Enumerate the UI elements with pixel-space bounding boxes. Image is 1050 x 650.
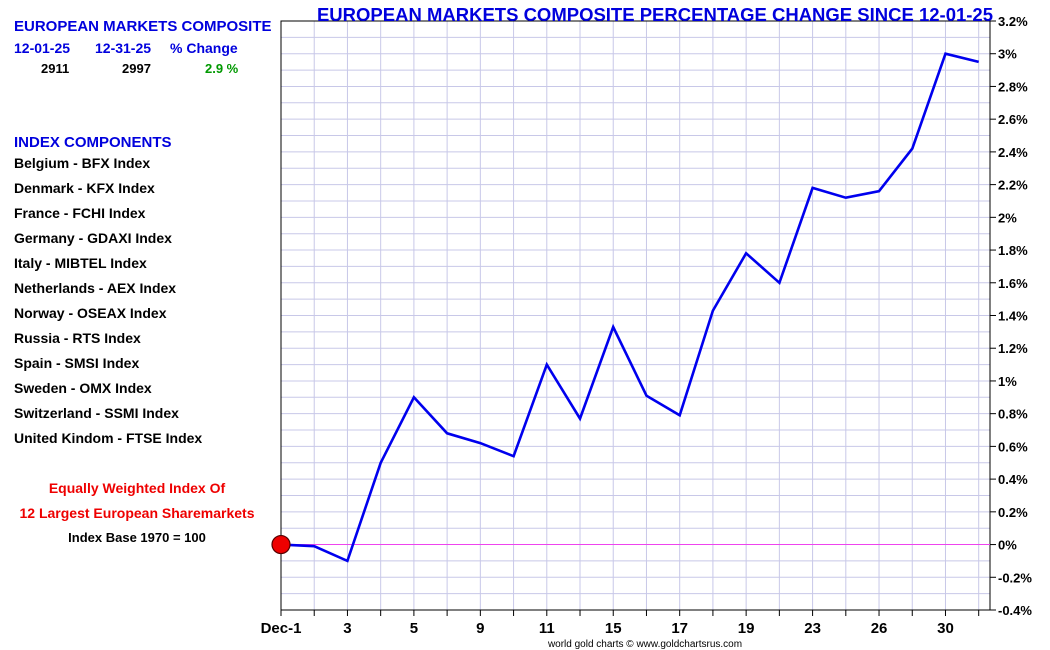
y-tick-label: 3.2% bbox=[998, 14, 1028, 29]
component-item: Netherlands - AEX Index bbox=[14, 280, 177, 296]
x-tick-label: Dec-1 bbox=[261, 620, 302, 637]
y-tick-label: 1.4% bbox=[998, 309, 1028, 324]
x-tick-label: 17 bbox=[671, 620, 688, 637]
chart-grid bbox=[281, 21, 990, 610]
chart-series bbox=[271, 52, 990, 563]
y-tick-label: 0.6% bbox=[998, 439, 1028, 454]
chart-axes bbox=[280, 20, 996, 616]
x-tick-label: 9 bbox=[476, 620, 484, 637]
component-item: Switzerland - SSMI Index bbox=[14, 405, 179, 421]
y-tick-label: 0.2% bbox=[998, 505, 1028, 520]
y-tick-label: 1% bbox=[998, 374, 1017, 389]
y-tick-label: 2% bbox=[998, 210, 1017, 225]
component-item: France - FCHI Index bbox=[14, 205, 146, 221]
y-tick-label: 0.8% bbox=[998, 407, 1028, 422]
y-tick-label: 2.8% bbox=[998, 79, 1028, 94]
y-tick-label: 0.4% bbox=[998, 472, 1028, 487]
component-item: Sweden - OMX Index bbox=[14, 380, 152, 396]
chart-title: EUROPEAN MARKETS COMPOSITE PERCENTAGE CH… bbox=[316, 4, 994, 25]
weighting-note: Equally Weighted Index Of bbox=[48, 480, 226, 496]
component-item: Norway - OSEAX Index bbox=[14, 305, 167, 321]
markets-note: 12 Largest European Sharemarkets bbox=[19, 505, 255, 521]
y-tick-label: 1.2% bbox=[998, 341, 1028, 356]
x-tick-label: 19 bbox=[738, 620, 755, 637]
y-tick-label: 2.6% bbox=[998, 112, 1028, 127]
y-tick-label: 0% bbox=[998, 538, 1017, 553]
index-base-note: Index Base 1970 = 100 bbox=[68, 530, 206, 545]
y-tick-label: -0.2% bbox=[998, 570, 1032, 585]
component-item: Germany - GDAXI Index bbox=[14, 230, 172, 246]
change-header: % Change bbox=[170, 40, 238, 56]
x-tick-label: 15 bbox=[605, 620, 622, 637]
component-item: Belgium - BFX Index bbox=[14, 155, 151, 171]
component-item: Russia - RTS Index bbox=[14, 330, 141, 346]
x-tick-label: 11 bbox=[539, 620, 555, 637]
composite-title: EUROPEAN MARKETS COMPOSITE bbox=[14, 18, 272, 35]
end-value: 2997 bbox=[122, 61, 151, 76]
y-tick-label: 1.8% bbox=[998, 243, 1028, 258]
components-heading: INDEX COMPONENTS bbox=[14, 134, 172, 151]
credit-text: world gold charts © www.goldchartsrus.co… bbox=[547, 639, 742, 650]
component-item: United Kindom - FTSE Index bbox=[14, 430, 203, 446]
y-tick-label: 2.4% bbox=[998, 145, 1028, 160]
end-date-header: 12-31-25 bbox=[95, 40, 152, 56]
x-tick-label: 5 bbox=[410, 620, 418, 637]
start-date-header: 12-01-25 bbox=[14, 40, 71, 56]
start-point-marker bbox=[271, 534, 291, 555]
component-item: Italy - MIBTEL Index bbox=[14, 255, 147, 271]
x-tick-label: 30 bbox=[937, 620, 954, 637]
x-tick-label: 3 bbox=[343, 620, 351, 637]
x-tick-label: 26 bbox=[871, 620, 888, 637]
x-tick-label: 23 bbox=[804, 620, 821, 637]
y-tick-label: -0.4% bbox=[998, 603, 1032, 618]
component-item: Spain - SMSI Index bbox=[14, 355, 140, 371]
component-item: Denmark - KFX Index bbox=[14, 180, 155, 196]
start-value: 2911 bbox=[41, 61, 70, 76]
chart-tick-labels: -0.4% -0.2% 0% 0.2% 0.4% 0.6% 0.8% 1% 1.2% 1.4% 1.… bbox=[261, 14, 1033, 650]
percent-change-value: 2.9 % bbox=[205, 61, 239, 76]
y-tick-label: 3% bbox=[998, 47, 1017, 62]
y-tick-label: 2.2% bbox=[998, 178, 1028, 193]
series-line bbox=[280, 52, 980, 563]
y-tick-label: 1.6% bbox=[998, 276, 1028, 291]
